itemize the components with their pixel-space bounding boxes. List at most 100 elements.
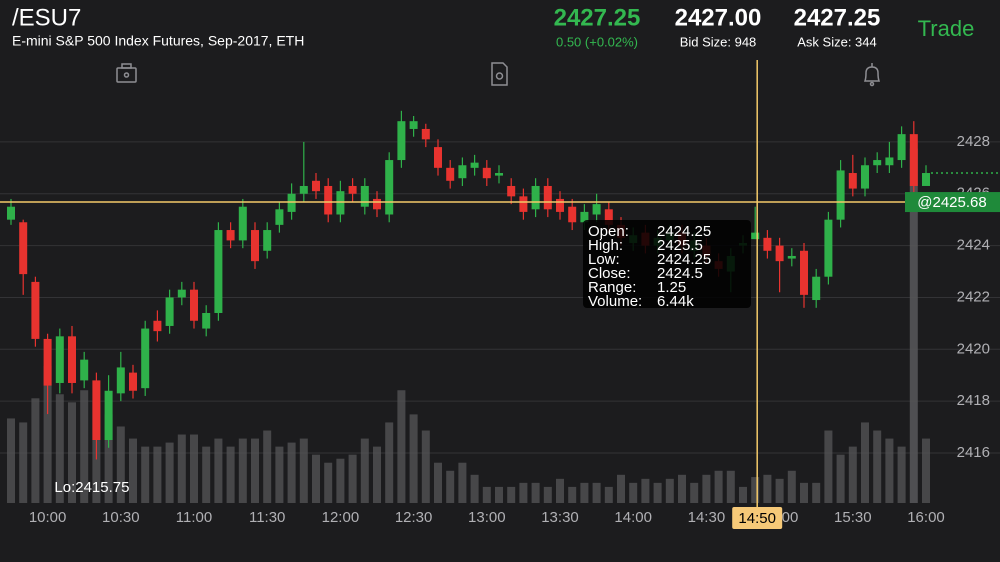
volume-bar — [861, 422, 869, 503]
candle-body — [897, 134, 906, 161]
volume-bar — [714, 470, 723, 503]
volume-bar — [495, 486, 503, 503]
volume-bar — [43, 366, 52, 503]
candle-body — [470, 162, 479, 168]
tooltip-key: High: — [588, 237, 623, 254]
volume-bar — [68, 402, 76, 503]
candle-body — [104, 390, 113, 441]
volume-bar — [373, 446, 381, 503]
x-tick-label: 16:00 — [907, 509, 945, 526]
candle-body — [226, 230, 235, 241]
tooltip-key: Volume: — [588, 293, 642, 310]
candle-body — [446, 167, 455, 181]
volume-bar — [763, 474, 772, 503]
tooltip-key: Range: — [588, 279, 636, 296]
price-line-tag — [905, 192, 1000, 213]
change: 0.50 (+0.02%) — [556, 34, 638, 49]
volume-bar — [385, 422, 394, 503]
tooltip: Open: 2424.25 High: 2425.5 Low: 2424.25 Close:… — [583, 220, 751, 310]
candle-body — [287, 193, 296, 212]
candle-body — [43, 338, 52, 386]
volume-bar — [848, 446, 857, 503]
candle-body — [763, 237, 772, 251]
volume-bar — [470, 474, 479, 503]
y-tick-label: 2420 — [957, 340, 990, 357]
candle-body — [848, 173, 857, 189]
alert-icon[interactable] — [863, 63, 881, 87]
volume-bar — [104, 414, 113, 503]
volume-bar — [348, 454, 357, 503]
volume-bar — [116, 426, 125, 503]
volume-bar — [531, 482, 540, 503]
last-price: 2427.25 — [554, 4, 641, 31]
document-icon[interactable] — [491, 62, 508, 86]
candle-body — [812, 276, 821, 301]
x-tick-label: 15:30 — [834, 509, 872, 526]
candle-body — [177, 289, 186, 298]
bid-size: Bid Size: 948 — [680, 34, 757, 49]
x-tick-label: 10:30 — [102, 509, 140, 526]
volume-bar — [897, 446, 906, 503]
candle-body — [824, 219, 833, 277]
volume-bar — [665, 478, 674, 503]
volume-bar — [324, 462, 333, 503]
candle-body — [604, 209, 613, 225]
volume-bar — [360, 438, 369, 503]
tooltip-value: 2424.25 — [657, 251, 711, 268]
candle-body — [482, 167, 491, 179]
candle-body — [495, 173, 503, 176]
candle-body — [190, 289, 198, 321]
y-tick-label: 2424 — [957, 237, 990, 254]
candle-body — [385, 160, 394, 215]
candle-body — [421, 128, 430, 140]
bid-price: 2427.00 — [675, 4, 762, 31]
volume-bar — [397, 390, 406, 503]
volume-bar — [617, 474, 625, 503]
x-tick-label: 12:00 — [322, 509, 360, 526]
trade-button[interactable]: Trade — [918, 16, 975, 41]
candle-body — [580, 211, 589, 223]
volume-bar — [702, 474, 711, 503]
candle-body — [519, 196, 528, 212]
candle-body — [836, 170, 845, 220]
candle-body — [434, 147, 442, 168]
volume-bar — [421, 430, 430, 503]
volume-bar — [580, 482, 589, 503]
candle-body — [202, 312, 211, 329]
tooltip-value: 1.25 — [657, 279, 686, 296]
tooltip-value: 2424.25 — [657, 223, 711, 240]
candle-body — [68, 336, 76, 383]
candle-body — [348, 185, 357, 194]
volume-bar — [482, 486, 491, 503]
volume-bar — [751, 477, 760, 503]
volume-bar — [299, 438, 308, 503]
tooltip-value: 2425.5 — [657, 237, 703, 254]
volume-bar — [507, 486, 516, 503]
volume-bar — [19, 422, 28, 503]
y-tick-label: 2416 — [957, 444, 990, 461]
candle-body — [922, 173, 930, 186]
crosshair-tag — [732, 507, 783, 529]
volume-bar — [592, 482, 601, 503]
x-tick-label: 13:00 — [468, 509, 506, 526]
x-tick-label: 14:30 — [688, 509, 726, 526]
candle-body — [531, 185, 540, 210]
volume-bar — [165, 442, 174, 503]
x-tick-label: 12:30 — [395, 509, 433, 526]
volume-bar — [836, 454, 845, 503]
volume-bar — [202, 446, 211, 503]
volume-bar — [336, 458, 345, 503]
x-tick-label: 14:00 — [614, 509, 652, 526]
candle-body — [373, 198, 381, 210]
candle-body — [7, 206, 15, 220]
briefcase-icon[interactable] — [116, 63, 137, 83]
tooltip-key: Close: — [588, 265, 631, 282]
volume-bar — [824, 430, 833, 503]
volume-bar — [434, 462, 442, 503]
candle-body — [861, 165, 869, 189]
candle-body — [129, 372, 137, 391]
volume-bar — [787, 470, 796, 503]
candle-body — [787, 255, 796, 259]
x-tick-label: 11:00 — [176, 509, 212, 526]
volume-bar — [604, 486, 613, 503]
